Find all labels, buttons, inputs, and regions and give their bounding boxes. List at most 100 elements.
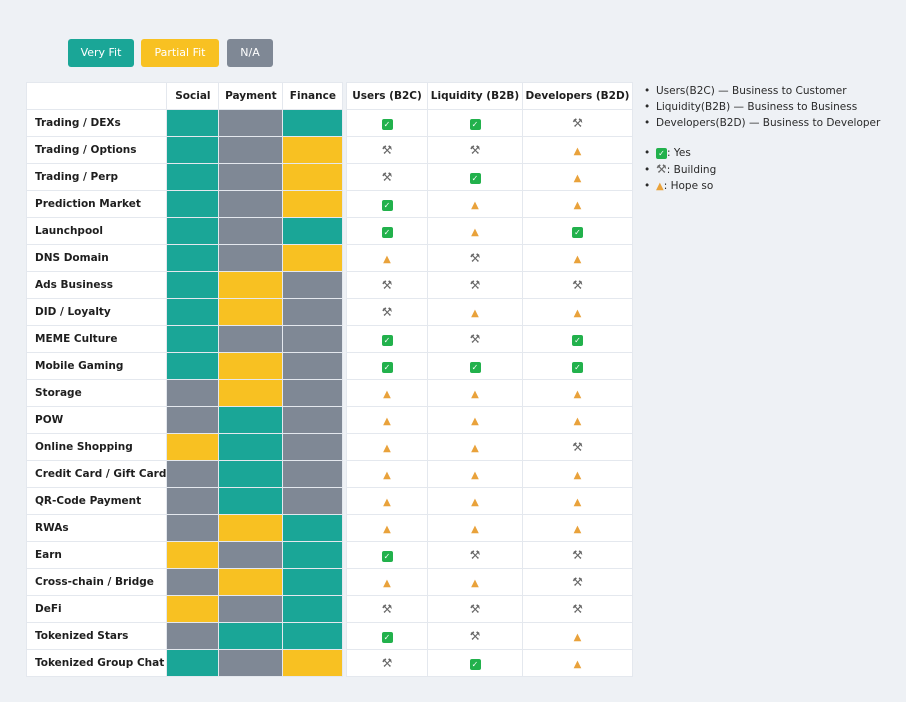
- hammer-wrench-icon: ⚒: [381, 602, 393, 616]
- status-row: ✓ ▲ ✓: [346, 217, 633, 245]
- status-cell: ▲: [346, 514, 428, 542]
- status-cell: ⚒: [346, 163, 428, 191]
- status-cell: ✓: [346, 541, 428, 569]
- partial-fit-cell: [218, 352, 284, 380]
- praying-hands-icon: ▲: [573, 415, 582, 427]
- row-label: Tokenized Group Chat: [25, 649, 168, 677]
- status-row: ▲ ▲ ⚒: [346, 568, 633, 596]
- very-fit-cell: [218, 622, 284, 650]
- col-header-liquidity: Liquidity (B2B): [427, 82, 523, 110]
- check-icon: ✓: [656, 148, 667, 159]
- na-cell: [282, 352, 344, 380]
- fit-table-corner: [25, 82, 168, 110]
- na-cell: [282, 460, 344, 488]
- status-cell: ▲: [522, 379, 633, 407]
- na-cell: [282, 298, 344, 326]
- praying-hands-icon: ▲: [471, 523, 479, 535]
- status-cell: ▲: [427, 568, 523, 596]
- status-cell: ▲: [427, 217, 523, 245]
- status-cell: ▲: [427, 487, 523, 515]
- status-cell: ⚒: [522, 109, 633, 137]
- very-fit-cell: [218, 433, 284, 461]
- hammer-wrench-icon: ⚒: [572, 116, 583, 130]
- row-label: DID / Loyalty: [25, 298, 168, 326]
- very-fit-cell: [282, 568, 344, 596]
- na-cell: [218, 163, 284, 191]
- row-label: Trading / Perp: [25, 163, 168, 191]
- row-label: Trading / DEXs: [25, 109, 168, 137]
- partial-fit-cell: [166, 433, 220, 461]
- status-cell: ▲: [427, 298, 523, 326]
- status-cell: ▲: [346, 433, 428, 461]
- fit-row: DNS Domain: [25, 244, 344, 272]
- note-text: Users(B2C) — Business to Customer: [656, 85, 847, 97]
- status-cell: ▲: [427, 514, 523, 542]
- status-cell: ⚒: [427, 622, 523, 650]
- col-header-payment: Payment: [218, 82, 284, 110]
- row-label: Credit Card / Gift Card: [25, 460, 168, 488]
- legend-partial-fit: Partial Fit: [141, 39, 219, 67]
- praying-hands-icon: ▲: [383, 415, 391, 427]
- row-label: Tokenized Stars: [25, 622, 168, 650]
- row-label: DeFi: [25, 595, 168, 623]
- hammer-wrench-icon: ⚒: [572, 575, 583, 589]
- status-table-header: Users (B2C) Liquidity (B2B) Developers (…: [346, 82, 633, 110]
- check-icon: ✓: [381, 361, 393, 373]
- status-row: ✓ ⚒ ⚒: [346, 541, 633, 569]
- partial-fit-cell: [166, 595, 220, 623]
- very-fit-cell: [166, 244, 220, 272]
- fit-row: POW: [25, 406, 344, 434]
- note-item: • Developers(B2D) — Business to Developer: [644, 117, 881, 129]
- status-row: ⚒ ▲ ▲: [346, 298, 633, 326]
- check-icon: ✓: [572, 334, 583, 346]
- praying-hands-icon: ▲: [573, 631, 582, 643]
- status-cell: ▲: [427, 433, 523, 461]
- check-icon: ✓: [381, 226, 393, 238]
- na-cell: [218, 109, 284, 137]
- row-label: Storage: [25, 379, 168, 407]
- status-cell: ▲: [427, 379, 523, 407]
- status-cell: ⚒: [346, 298, 428, 326]
- partial-fit-cell: [282, 649, 344, 677]
- check-icon: ✓: [469, 361, 481, 373]
- status-row: ⚒ ✓ ▲: [346, 163, 633, 191]
- status-cell: ▲: [522, 244, 633, 272]
- fit-row: DeFi: [25, 595, 344, 623]
- na-cell: [282, 487, 344, 515]
- very-fit-cell: [166, 217, 220, 245]
- row-label: Cross-chain / Bridge: [25, 568, 168, 596]
- col-header-finance: Finance: [282, 82, 344, 110]
- fit-row: DID / Loyalty: [25, 298, 344, 326]
- status-cell: ✓: [427, 109, 523, 137]
- status-cell: ⚒: [427, 271, 523, 299]
- check-icon: ✓: [572, 226, 583, 238]
- praying-hands-icon: ▲: [383, 469, 391, 481]
- very-fit-cell: [282, 595, 344, 623]
- status-row: ▲ ▲ ▲: [346, 487, 633, 515]
- fit-row: Ads Business: [25, 271, 344, 299]
- hammer-wrench-icon: ⚒: [656, 162, 667, 176]
- status-cell: ⚒: [427, 136, 523, 164]
- check-icon: ✓: [381, 118, 393, 130]
- praying-hands-icon: ▲: [471, 577, 479, 589]
- hammer-wrench-icon: ⚒: [381, 305, 393, 319]
- status-cell: ✓: [346, 190, 428, 218]
- fit-row: Launchpool: [25, 217, 344, 245]
- fit-table-header: Social Payment Finance: [25, 82, 344, 110]
- status-cell: ⚒: [522, 271, 633, 299]
- praying-hands-icon: ▲: [573, 253, 582, 265]
- status-cell: ▲: [427, 406, 523, 434]
- very-fit-cell: [282, 109, 344, 137]
- status-row: ▲ ▲ ▲: [346, 460, 633, 488]
- row-label: DNS Domain: [25, 244, 168, 272]
- na-cell: [218, 136, 284, 164]
- status-cell: ✓: [346, 622, 428, 650]
- very-fit-cell: [218, 460, 284, 488]
- status-legend-label: : Hope so: [663, 180, 714, 192]
- status-row: ▲ ▲ ⚒: [346, 433, 633, 461]
- status-cell: ▲: [522, 406, 633, 434]
- na-cell: [166, 379, 220, 407]
- status-cell: ▲: [427, 190, 523, 218]
- praying-hands-icon: ▲: [573, 145, 582, 157]
- na-cell: [166, 487, 220, 515]
